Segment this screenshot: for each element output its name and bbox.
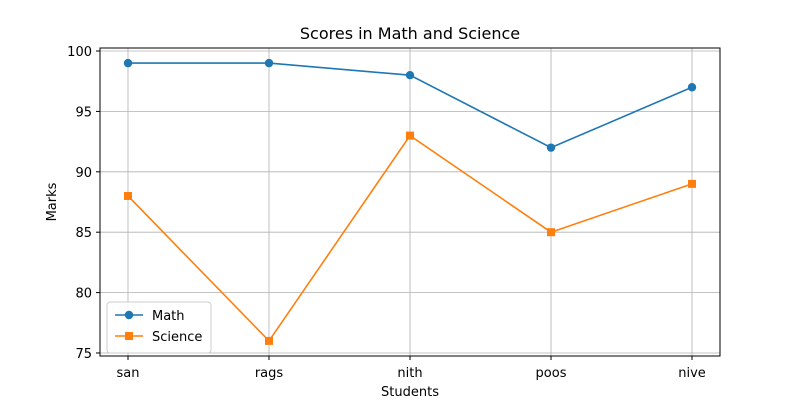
x-tick-label: san	[117, 366, 140, 381]
data-point	[546, 143, 556, 152]
y-tick-label: 85	[75, 226, 92, 241]
x-tick-label: nive	[678, 366, 706, 381]
data-point	[547, 228, 555, 237]
data-point	[406, 131, 414, 140]
x-axis-label: Students	[381, 385, 439, 400]
data-point	[688, 179, 696, 188]
y-tick-label: 75	[75, 347, 92, 362]
series-layer	[123, 58, 697, 345]
y-tick-label: 100	[67, 45, 92, 60]
y-axis-label: Marks	[45, 182, 60, 221]
legend-label: Math	[152, 309, 185, 324]
data-point	[123, 58, 133, 68]
y-tick-label: 90	[75, 166, 92, 181]
data-point	[405, 70, 415, 80]
data-point	[265, 336, 273, 345]
legend-marker	[125, 332, 133, 340]
series-science	[124, 131, 696, 345]
ticks: san rags nith poos nive 75 80 85 90 95 100	[67, 45, 706, 381]
data-point	[687, 83, 697, 92]
x-tick-label: rags	[255, 366, 284, 381]
legend-item-math: Math	[115, 309, 185, 324]
legend-item-science: Science	[115, 330, 202, 345]
data-point	[124, 191, 132, 200]
grid	[100, 48, 720, 356]
legend: Math Science	[106, 301, 212, 354]
x-tick-label: poos	[536, 366, 567, 381]
y-tick-label: 80	[75, 287, 92, 302]
chart-title: Scores in Math and Science	[300, 24, 520, 43]
x-tick-label: nith	[397, 366, 422, 381]
legend-marker	[124, 310, 134, 320]
data-point	[264, 58, 274, 68]
y-tick-label: 95	[75, 105, 92, 120]
legend-label: Science	[152, 330, 202, 345]
series-math	[123, 58, 697, 152]
